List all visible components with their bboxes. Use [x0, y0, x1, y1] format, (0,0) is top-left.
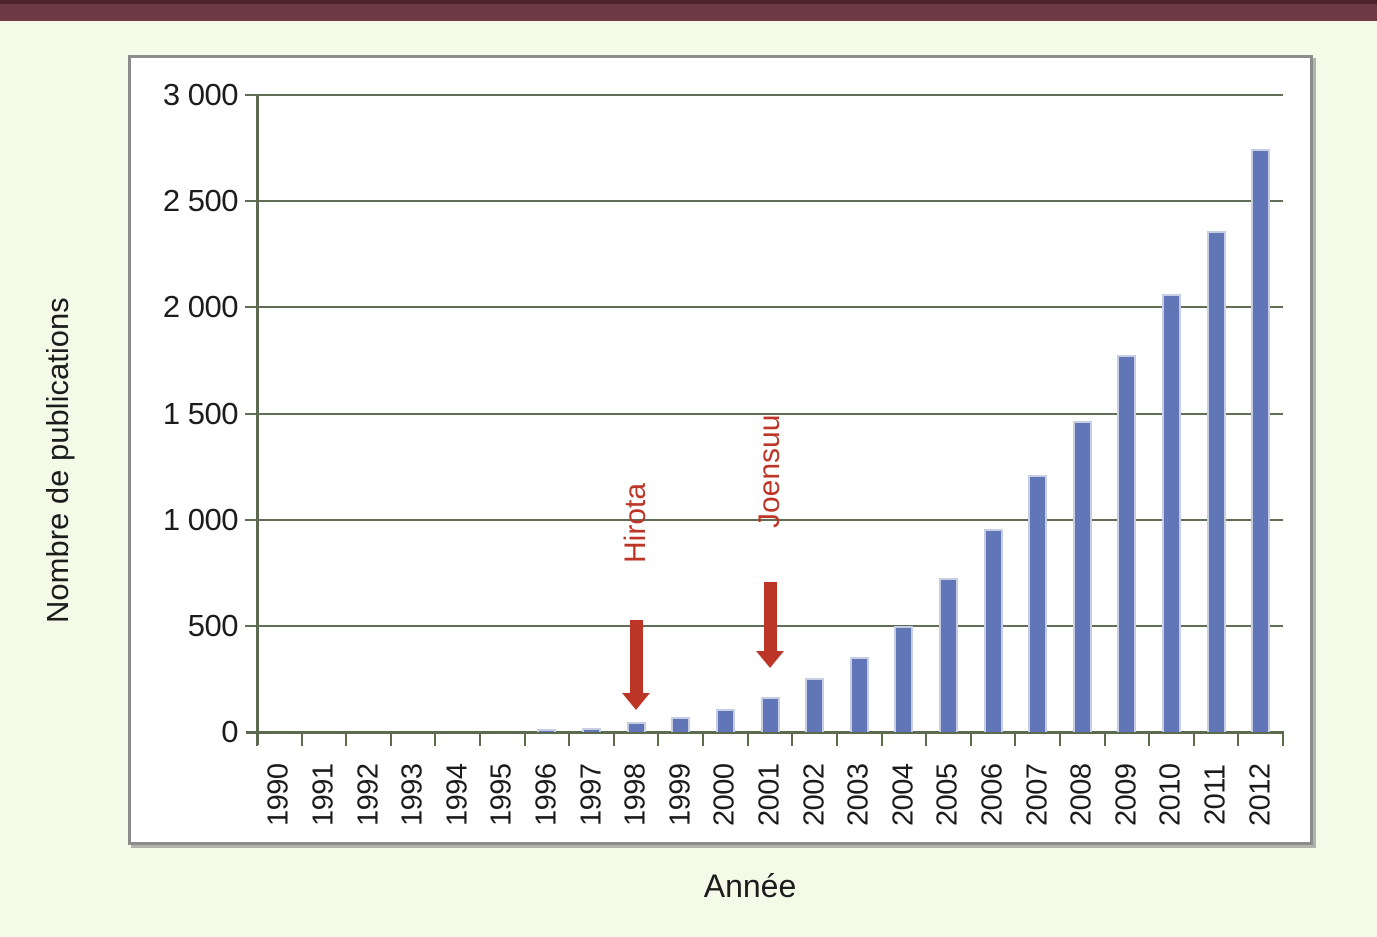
bar-1996	[537, 729, 557, 732]
x-tick-label-2012: 2012	[1244, 763, 1277, 827]
x-tick-label-2009: 2009	[1110, 763, 1143, 827]
gridline-1000	[257, 518, 1283, 521]
x-tick-label-2005: 2005	[931, 763, 964, 827]
bar-2011	[1206, 230, 1226, 732]
bar-2009	[1117, 355, 1137, 732]
x-tick-label-1994: 1994	[441, 763, 474, 827]
x-tick	[657, 732, 660, 746]
bar-2006	[983, 529, 1003, 732]
x-tick-label-1992: 1992	[352, 763, 385, 827]
bar-1999	[671, 717, 691, 732]
x-tick-label-2010: 2010	[1154, 763, 1187, 827]
annotation-arrow-joensuu	[763, 582, 777, 651]
x-tick	[434, 732, 437, 746]
x-tick	[1014, 732, 1017, 746]
gridline-3000	[257, 94, 1283, 96]
x-tick	[300, 732, 303, 746]
x-tick-label-1995: 1995	[485, 763, 518, 827]
annotation-arrowhead-hirota	[622, 693, 651, 710]
y-tick-1000	[245, 518, 257, 521]
annotation-label-hirota: Hirota	[619, 482, 653, 564]
gridline-2500	[257, 200, 1283, 203]
y-tick-2000	[245, 306, 257, 309]
bar-2005	[938, 578, 958, 732]
x-tick	[256, 732, 258, 746]
y-tick-2500	[245, 200, 257, 203]
x-tick	[969, 732, 972, 746]
x-axis-title: Année	[703, 868, 797, 904]
y-tick-500	[245, 624, 257, 627]
x-tick-label-2004: 2004	[887, 763, 920, 827]
x-tick-label-2000: 2000	[708, 763, 741, 827]
y-axis-line	[256, 95, 259, 745]
x-axis-line	[246, 731, 1284, 734]
x-tick	[1192, 732, 1195, 746]
y-tick-1500	[245, 412, 257, 415]
x-tick-label-2001: 2001	[753, 763, 786, 827]
x-tick	[880, 732, 883, 746]
bar-2008	[1072, 420, 1092, 732]
x-tick-label-1991: 1991	[307, 763, 340, 827]
y-tick-label-1000: 1 000	[162, 501, 239, 537]
y-tick-label-2500: 2 500	[162, 183, 239, 219]
y-axis-title: Nombre de publications	[40, 297, 75, 623]
x-tick-label-2002: 2002	[798, 763, 831, 827]
bar-2002	[805, 677, 825, 732]
annotation-arrow-hirota	[629, 620, 643, 693]
x-tick	[925, 732, 928, 746]
bar-2000	[715, 708, 735, 732]
bar-2007	[1028, 475, 1048, 732]
y-tick-label-3000: 3 000	[162, 77, 239, 112]
x-tick	[702, 732, 705, 746]
x-tick	[746, 732, 749, 746]
x-tick-label-2006: 2006	[976, 763, 1009, 827]
y-tick-label-500: 500	[187, 607, 239, 643]
y-tick-3000	[245, 94, 257, 96]
x-tick-label-2003: 2003	[842, 763, 875, 827]
x-tick-label-2007: 2007	[1021, 763, 1054, 827]
x-tick	[1058, 732, 1061, 746]
annotation-arrowhead-joensuu	[756, 651, 784, 668]
x-tick-label-1996: 1996	[530, 763, 563, 827]
annotation-label-joensuu: Joensuu	[753, 414, 786, 528]
y-tick-label-0: 0	[221, 714, 238, 749]
bar-1997	[582, 727, 602, 732]
y-tick-label-2000: 2 000	[162, 289, 239, 325]
x-tick-label-1990: 1990	[262, 763, 295, 827]
x-tick-label-1999: 1999	[664, 763, 697, 827]
x-tick	[479, 732, 482, 746]
x-tick	[389, 732, 392, 746]
x-tick	[612, 732, 615, 746]
bar-2012	[1251, 149, 1271, 732]
x-tick	[345, 732, 348, 746]
x-tick-label-1993: 1993	[396, 763, 429, 827]
y-tick-label-1500: 1 500	[162, 395, 239, 431]
x-tick	[1103, 732, 1106, 746]
x-tick-label-1998: 1998	[619, 763, 652, 827]
x-tick	[523, 732, 526, 746]
x-tick-label-1997: 1997	[575, 763, 608, 827]
bar-2004	[894, 625, 914, 732]
x-tick	[1282, 732, 1284, 746]
x-tick	[1237, 732, 1240, 746]
figure-top-bar	[0, 0, 1377, 21]
bar-1998	[626, 722, 646, 732]
bar-2003	[849, 656, 869, 732]
x-tick-label-2011: 2011	[1199, 764, 1232, 826]
x-tick	[791, 732, 794, 746]
bar-2001	[760, 696, 780, 732]
bar-2010	[1161, 293, 1181, 732]
gridline-1500	[257, 412, 1283, 415]
x-tick	[568, 732, 571, 746]
x-tick-label-2008: 2008	[1065, 763, 1098, 827]
gridline-2000	[257, 306, 1283, 309]
x-tick	[1148, 732, 1151, 746]
x-tick	[835, 732, 838, 746]
